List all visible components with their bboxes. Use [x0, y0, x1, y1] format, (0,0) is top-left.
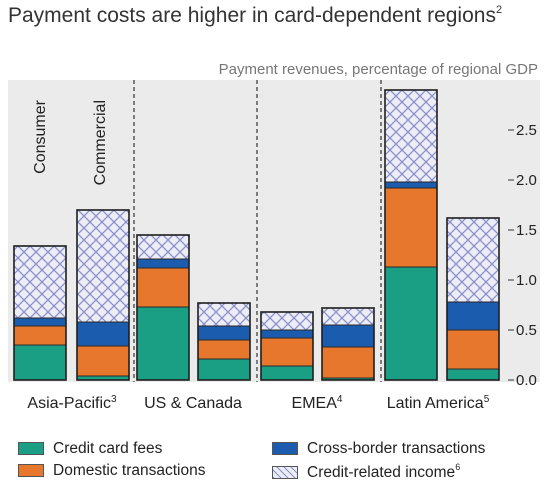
- legend-item-credit-card-fees: Credit card fees: [18, 440, 162, 458]
- legend-label: Domestic transactions: [53, 462, 206, 479]
- bar-segment-us-canada-cross-border-transactions: [136, 258, 190, 269]
- y-tick-label: 0.5: [516, 322, 537, 339]
- bar-segment-asia-pacific-domestic-transactions: [13, 325, 67, 346]
- x-group-label-emea: EMEA4: [292, 394, 343, 412]
- bar-outline: [13, 245, 67, 381]
- legend-swatch: [272, 466, 298, 479]
- bar-segment-asia-pacific-credit-related-income: [76, 209, 130, 323]
- bar-outline: [321, 307, 375, 381]
- chart-title-note: 2: [495, 4, 503, 16]
- bar-segment-us-canada-credit-card-fees: [136, 306, 190, 381]
- bar-segment-latin-america-domestic-transactions: [446, 329, 500, 370]
- bar-segment-emea-cross-border-transactions: [260, 329, 314, 339]
- bar-segment-asia-pacific-cross-border-transactions: [13, 317, 67, 327]
- bar-segment-us-canada-credit-related-income: [136, 234, 190, 260]
- bar-segment-emea-cross-border-transactions: [321, 324, 375, 348]
- x-group-note: 3: [111, 394, 117, 405]
- legend-note: 6: [455, 462, 461, 472]
- chart-title: Payment costs are higher in card-depende…: [8, 4, 503, 27]
- bar-segment-us-canada-domestic-transactions: [136, 267, 190, 308]
- legend-swatch: [18, 442, 44, 455]
- bar-segment-latin-america-domestic-transactions: [384, 187, 438, 268]
- bar-segment-latin-america-credit-related-income: [446, 217, 500, 303]
- bar-segment-emea-domestic-transactions: [260, 337, 314, 367]
- dividers-layer: [133, 80, 382, 382]
- bar-segment-latin-america-credit-related-income: [384, 89, 438, 183]
- y-axis: 0.0 0.5 1.0 1.5 2.0 2.5: [508, 122, 537, 389]
- bar-segment-us-canada-credit-card-fees: [197, 358, 251, 381]
- bar-outline: [260, 311, 314, 381]
- legend-item-domestic-transactions: Domestic transactions: [18, 462, 205, 480]
- x-group-note: 4: [337, 394, 343, 405]
- bar-segment-emea-credit-related-income: [321, 307, 375, 326]
- x-group-label-latin-america: Latin America5: [387, 394, 490, 412]
- bar-outline: [136, 234, 190, 381]
- bar-type-label-consumer: Consumer: [32, 99, 49, 173]
- bar-segment-latin-america-cross-border-transactions: [384, 181, 438, 189]
- bar-type-label-commercial: Commercial: [92, 100, 109, 185]
- bar-segment-asia-pacific-credit-card-fees: [13, 344, 67, 381]
- bar-outline: [446, 217, 500, 381]
- bar-segment-latin-america-cross-border-transactions: [446, 301, 500, 331]
- legend-label: Credit card fees: [53, 440, 163, 457]
- legend-item-credit-related-income: Credit-related income6: [272, 462, 460, 482]
- bar-segment-us-canada-credit-related-income: [197, 302, 251, 327]
- bar-segment-latin-america-credit-card-fees: [446, 368, 500, 381]
- chart-subtitle: Payment revenues, percentage of regional…: [219, 61, 538, 78]
- legend-label: Cross-border transactions: [307, 440, 486, 457]
- legend-swatch: [272, 442, 298, 455]
- bar-segment-us-canada-domestic-transactions: [197, 339, 251, 360]
- x-group-label-us-canada: US & Canada: [144, 395, 242, 412]
- bar-segment-emea-domestic-transactions: [321, 346, 375, 379]
- bar-segment-asia-pacific-credit-related-income: [13, 245, 67, 319]
- bar-segment-asia-pacific-cross-border-transactions: [76, 321, 130, 347]
- bars-layer: Consumer Commercial: [13, 89, 500, 381]
- x-group-note: 5: [484, 394, 490, 405]
- y-tick-label: 2.0: [516, 172, 537, 189]
- bar-outline: [197, 302, 251, 381]
- bar-outline: [76, 209, 130, 381]
- x-axis: Asia-Pacific3 US & Canada EMEA4 Latin Ameri…: [27, 394, 489, 412]
- y-tick-label: 0.0: [516, 372, 537, 389]
- x-group-label-asia-pacific: Asia-Pacific3: [27, 394, 117, 412]
- bar-segment-asia-pacific-domestic-transactions: [76, 345, 130, 377]
- y-tick-label: 1.0: [516, 272, 537, 289]
- y-tick-label: 1.5: [516, 222, 537, 239]
- legend-label: Credit-related income: [307, 464, 456, 481]
- legend-item-cross-border-transactions: Cross-border transactions: [272, 440, 485, 458]
- bar-segment-latin-america-credit-card-fees: [384, 266, 438, 381]
- bar-segment-us-canada-cross-border-transactions: [197, 325, 251, 341]
- bar-outline: [384, 89, 438, 381]
- bar-segment-emea-credit-related-income: [260, 311, 314, 331]
- bar-segment-emea-credit-card-fees: [260, 365, 314, 381]
- legend-swatch: [18, 464, 44, 477]
- y-tick-label: 2.5: [516, 122, 537, 139]
